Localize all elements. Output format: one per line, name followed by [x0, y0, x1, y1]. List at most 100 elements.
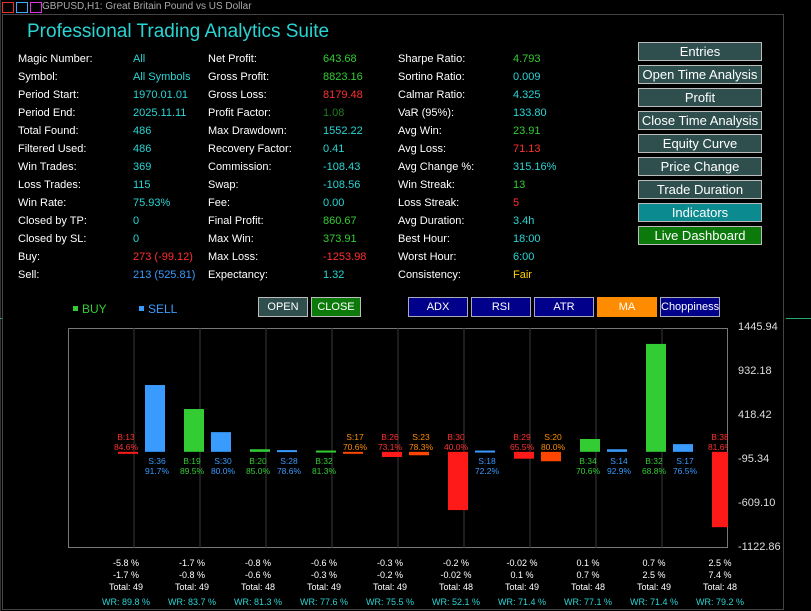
nav-button-open-time-analysis[interactable]: Open Time Analysis	[638, 65, 762, 84]
legend-buy-label: BUY	[82, 302, 107, 316]
app-title: Professional Trading Analytics Suite	[27, 21, 330, 42]
buy-winrate-label: 84.6%	[114, 442, 139, 452]
stat-value: 315.16%	[513, 161, 557, 173]
bucket-wr: WR: 81.3 %	[233, 597, 282, 607]
sell-count-label: S:28	[280, 456, 298, 466]
stat-value: 75.93%	[133, 197, 171, 209]
indicator-button-atr[interactable]: ATR	[534, 297, 594, 317]
sell-count-label: S:36	[148, 456, 166, 466]
stat-label: Win Rate:	[18, 197, 67, 209]
nav-button-close-time-analysis[interactable]: Close Time Analysis	[638, 111, 762, 130]
stat-label: Filtered Used:	[18, 143, 87, 155]
stat-label: Symbol:	[18, 71, 58, 83]
buy-bar	[382, 451, 402, 457]
buy-winrate-label: 65.5%	[510, 442, 535, 452]
indicator-button-adx[interactable]: ADX	[408, 297, 468, 317]
sell-winrate-label: 78.6%	[277, 466, 302, 476]
stat-label: Win Trades:	[18, 161, 77, 173]
bucket-buy-pct: -0.3 %	[376, 558, 403, 568]
sell-winrate-label: 76.5%	[673, 466, 698, 476]
sell-count-label: S:23	[412, 432, 430, 442]
stat-value: 18:00	[513, 233, 541, 245]
stat-value: 1552.22	[323, 125, 363, 137]
bucket-wr: WR: 71.4 %	[629, 597, 678, 607]
buy-bar	[184, 409, 204, 452]
stat-value: 2025.11.11	[133, 107, 187, 119]
sell-count-label: S:20	[544, 432, 562, 442]
sell-bar	[607, 449, 627, 452]
buy-bar	[580, 438, 600, 452]
nav-button-trade-duration[interactable]: Trade Duration	[638, 180, 762, 199]
buy-count-label: B:19	[183, 456, 201, 466]
stat-label: Sell:	[18, 269, 40, 281]
bucket-wr: WR: 79.2 %	[695, 597, 744, 607]
buy-bar	[250, 449, 270, 452]
close-button[interactable]: CLOSE	[311, 297, 361, 317]
buy-bar	[646, 343, 666, 452]
stat-value: 6:00	[513, 251, 535, 263]
legend-sell: SELL	[139, 302, 177, 316]
sell-bar	[541, 451, 561, 462]
buy-count-label: B:32	[315, 456, 333, 466]
bucket-wr: WR: 83.7 %	[167, 597, 216, 607]
bucket-total: Total: 48	[702, 582, 738, 592]
stat-value: 1970.01.01	[133, 89, 189, 101]
sell-count-label: S:18	[478, 456, 496, 466]
sell-bar	[409, 451, 429, 456]
bar-chart: B:1384.6%S:3691.7%B:1989.5%S:3080.0%B:20…	[68, 328, 728, 548]
nav-button-profit[interactable]: Profit	[638, 88, 762, 107]
bucket-sell-pct: -1.7 %	[112, 570, 139, 580]
bucket-sell-pct: -0.6 %	[244, 570, 271, 580]
bucket-total: Total: 48	[570, 582, 606, 592]
bucket-buy-pct: -0.02 %	[506, 558, 538, 568]
indicator-button-rsi[interactable]: RSI	[471, 297, 531, 317]
bucket-buy-pct: 2.5 %	[708, 558, 732, 568]
stat-value: 273 (-99.12)	[133, 251, 193, 263]
buy-count-label: B:32	[645, 456, 663, 466]
stat-label: Expectancy:	[208, 269, 268, 281]
bucket-wr: WR: 75.5 %	[365, 597, 414, 607]
indicator-button-choppiness[interactable]: Choppiness	[660, 297, 720, 317]
bucket-buy-pct: -1.7 %	[178, 558, 205, 568]
nav-button-live-dashboard[interactable]: Live Dashboard	[638, 226, 762, 245]
open-button[interactable]: OPEN	[258, 297, 308, 317]
bucket-total: Total: 48	[438, 582, 474, 592]
window-title: GBPUSD,H1: Great Britain Pound vs US Dol…	[42, 1, 252, 12]
legend-buy: BUY	[73, 302, 107, 316]
stat-label: Gross Profit:	[208, 71, 270, 83]
stat-label: Fee:	[208, 197, 231, 209]
stat-label: Avg Change %:	[398, 161, 475, 173]
stat-label: Best Hour:	[398, 233, 450, 245]
bucket-total: Total: 49	[108, 582, 144, 592]
nav-button-indicators[interactable]: Indicators	[638, 203, 762, 222]
bucket-sell-pct: 7.4 %	[708, 570, 732, 580]
sell-winrate-label: 92.9%	[607, 466, 632, 476]
buy-winrate-label: 68.8%	[642, 466, 667, 476]
buy-bar	[316, 450, 336, 453]
bucket-wr: WR: 77.6 %	[299, 597, 348, 607]
stat-value: 0.41	[323, 143, 345, 155]
stat-value: 0	[133, 215, 140, 227]
chart-left-edge	[0, 0, 1, 611]
bucket-buy-pct: -5.8 %	[112, 558, 139, 568]
stat-value: 4.325	[513, 89, 541, 101]
stat-label: Buy:	[18, 251, 41, 263]
indicator-button-ma[interactable]: MA	[597, 297, 657, 317]
stat-label: Net Profit:	[208, 53, 257, 65]
stat-label: Max Drawdown:	[208, 125, 287, 137]
bucket-sell-pct: 2.5 %	[642, 570, 666, 580]
stat-label: Gross Loss:	[208, 89, 267, 101]
bucket-total: Total: 49	[372, 582, 408, 592]
legend-sell-swatch	[139, 306, 144, 312]
buy-count-label: B:13	[117, 432, 135, 442]
sell-winrate-label: 80.0%	[211, 466, 236, 476]
nav-button-price-change[interactable]: Price Change	[638, 157, 762, 176]
nav-button-equity-curve[interactable]: Equity Curve	[638, 134, 762, 153]
nav-button-entries[interactable]: Entries	[638, 42, 762, 61]
sell-bar	[673, 444, 693, 452]
buy-winrate-label: 81.6%	[708, 442, 728, 452]
buy-count-label: B:29	[513, 432, 531, 442]
buy-bar	[118, 451, 138, 454]
stat-label: Closed by TP:	[18, 215, 87, 227]
stat-label: Recovery Factor:	[208, 143, 292, 155]
